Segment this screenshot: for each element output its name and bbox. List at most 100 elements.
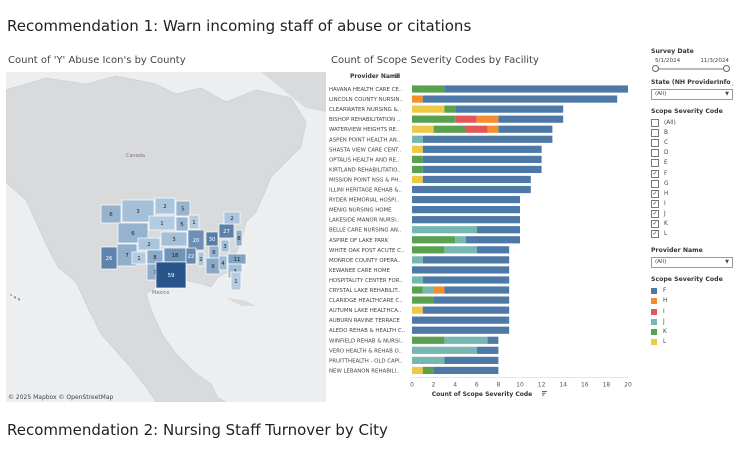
bar-segment-H[interactable]: [476, 115, 499, 123]
checkbox[interactable]: [651, 139, 659, 148]
checkbox[interactable]: ✓: [651, 209, 659, 218]
bar-segment-F[interactable]: [412, 216, 520, 224]
state-region[interactable]: [175, 200, 191, 217]
bar-segment-F[interactable]: [412, 185, 531, 194]
bar-segment-I[interactable]: [455, 115, 477, 123]
bar-segment-J[interactable]: [422, 286, 434, 294]
bar-segment-F[interactable]: [422, 135, 553, 143]
bar-segment-K[interactable]: [412, 246, 445, 254]
severity-option[interactable]: B: [651, 128, 733, 138]
state-region[interactable]: [220, 239, 230, 253]
legend-item[interactable]: L: [651, 337, 733, 347]
slider-start-handle[interactable]: [652, 65, 659, 72]
bar-segment-F[interactable]: [422, 306, 510, 314]
severity-option[interactable]: D: [651, 148, 733, 158]
severity-option[interactable]: G: [651, 179, 733, 189]
abuse-county-map[interactable]: Canada Mexico 6 3 2 5 6 1 5 1 20 7 2 3 1 8 18 22 2 26 7 59 3…: [6, 72, 326, 402]
bar-segment-F[interactable]: [476, 226, 520, 234]
checkbox[interactable]: [651, 119, 659, 128]
state-region[interactable]: [235, 229, 243, 247]
bar-segment-F[interactable]: [412, 195, 520, 204]
state-region[interactable]: [230, 271, 242, 291]
severity-bar-chart[interactable]: Provider Name Count of Scope Severity Co…: [326, 68, 642, 406]
bar-segment-K[interactable]: [444, 105, 456, 113]
bar-segment-J[interactable]: [455, 236, 466, 244]
bar-segment-J[interactable]: [444, 336, 488, 344]
slider-end-handle[interactable]: [723, 65, 730, 72]
checkbox[interactable]: [651, 179, 659, 188]
state-region[interactable]: [160, 231, 188, 247]
bar-segment-K[interactable]: [412, 115, 456, 123]
bar-segment-F[interactable]: [422, 276, 510, 284]
bar-segment-F[interactable]: [433, 296, 510, 304]
bar-segment-F[interactable]: [412, 266, 510, 274]
bar-segment-F[interactable]: [412, 316, 510, 324]
bar-segment-L[interactable]: [412, 125, 434, 133]
state-region[interactable]: [188, 214, 200, 230]
state-region[interactable]: [218, 255, 228, 271]
state-region[interactable]: [175, 216, 189, 232]
bar-segment-J[interactable]: [412, 276, 423, 284]
bar-segment-K[interactable]: [412, 165, 423, 174]
bar-segment-K[interactable]: [422, 366, 434, 375]
bar-segment-L[interactable]: [412, 366, 423, 375]
x-sort-icon[interactable]: [542, 391, 547, 396]
severity-option[interactable]: ✓ J: [651, 209, 733, 219]
bar-segment-K[interactable]: [412, 336, 445, 344]
bar-segment-H[interactable]: [433, 286, 445, 294]
bar-segment-K[interactable]: [433, 125, 466, 133]
bar-segment-F[interactable]: [422, 145, 542, 153]
legend-item[interactable]: H: [651, 296, 733, 306]
state-region[interactable]: [223, 211, 241, 225]
state-region[interactable]: [131, 251, 147, 265]
state-region[interactable]: [185, 247, 197, 265]
bar-segment-F[interactable]: [455, 105, 564, 113]
bar-segment-L[interactable]: [412, 306, 423, 314]
state-region[interactable]: [197, 251, 205, 267]
bar-segment-F[interactable]: [422, 256, 510, 264]
bar-segment-F[interactable]: [422, 95, 618, 103]
bar-segment-L[interactable]: [412, 145, 423, 153]
legend-item[interactable]: J: [651, 317, 733, 327]
bar-segment-K[interactable]: [412, 85, 445, 93]
bar-segment-K[interactable]: [412, 155, 423, 163]
checkbox[interactable]: ✓: [651, 199, 659, 208]
bar-segment-K[interactable]: [412, 296, 434, 304]
bar-segment-L[interactable]: [412, 105, 445, 113]
checkbox[interactable]: [651, 159, 659, 168]
bar-segment-F[interactable]: [422, 175, 531, 184]
survey-date-slider[interactable]: [652, 65, 730, 73]
bar-segment-F[interactable]: [444, 286, 510, 294]
severity-option[interactable]: ✓ K: [651, 219, 733, 229]
bar-segment-J[interactable]: [444, 246, 477, 254]
bar-segment-F[interactable]: [433, 366, 499, 375]
severity-option[interactable]: ✓ L: [651, 229, 733, 239]
bar-segment-H[interactable]: [412, 95, 423, 103]
bar-segment-F[interactable]: [498, 115, 564, 123]
bar-segment-K[interactable]: [412, 236, 456, 244]
bar-segment-L[interactable]: [412, 175, 423, 184]
state-dropdown[interactable]: (All) ▼: [651, 89, 733, 100]
bar-segment-J[interactable]: [412, 226, 477, 234]
bar-segment-J[interactable]: [412, 356, 445, 364]
bar-segment-F[interactable]: [444, 85, 628, 93]
state-region[interactable]: [154, 197, 176, 215]
bar-segment-J[interactable]: [412, 256, 423, 264]
checkbox[interactable]: ✓: [651, 169, 659, 178]
legend-item[interactable]: K: [651, 327, 733, 337]
state-region[interactable]: [155, 261, 187, 289]
bar-segment-J[interactable]: [412, 346, 477, 354]
bar-segment-K[interactable]: [412, 286, 423, 294]
severity-option[interactable]: (All): [651, 118, 733, 128]
bar-segment-F[interactable]: [487, 336, 499, 344]
severity-option[interactable]: ✓ F: [651, 168, 733, 178]
bar-segment-F[interactable]: [498, 125, 553, 133]
bar-segment-I[interactable]: [466, 125, 488, 133]
bar-segment-F[interactable]: [476, 246, 510, 254]
state-region[interactable]: [148, 215, 176, 231]
bar-segment-J[interactable]: [412, 135, 423, 143]
bar-segment-F[interactable]: [422, 155, 542, 163]
severity-option[interactable]: ✓ I: [651, 199, 733, 209]
checkbox[interactable]: ✓: [651, 189, 659, 198]
